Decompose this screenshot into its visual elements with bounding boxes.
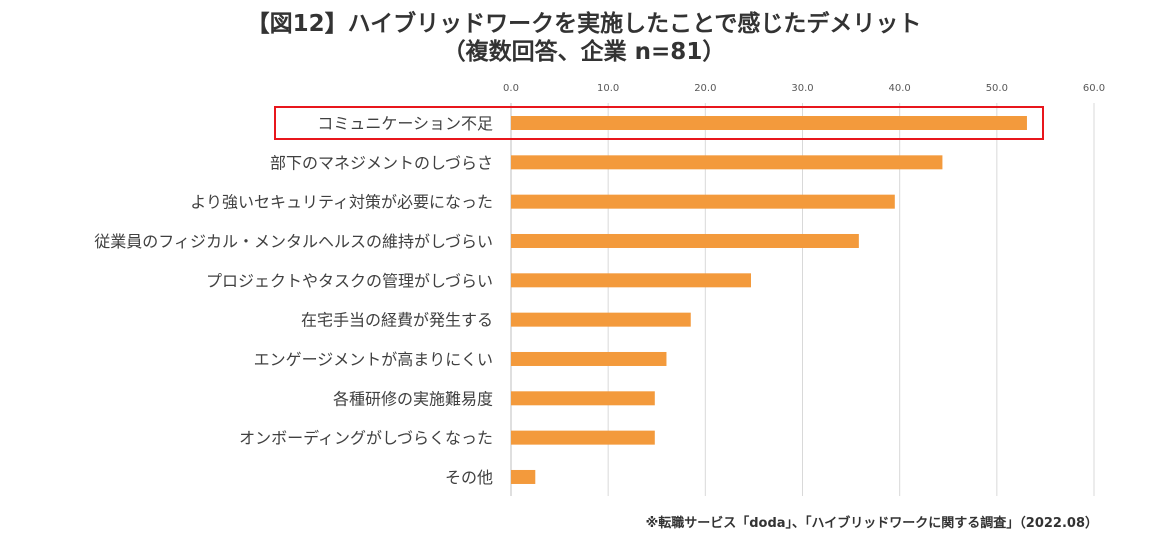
category-label: オンボーディングがしづらくなった — [239, 429, 493, 448]
highlight-box — [274, 106, 1044, 140]
category-label: エンゲージメントが高まりにくい — [254, 350, 493, 369]
x-tick-label: 40.0 — [889, 83, 911, 94]
bar — [511, 391, 655, 406]
bar — [511, 469, 536, 484]
x-tick-label: 10.0 — [597, 83, 619, 94]
x-tick-label: 30.0 — [791, 83, 813, 94]
category-label: プロジェクトやタスクの管理がしづらい — [206, 271, 493, 290]
category-label: 部下のマネジメントのしづらさ — [270, 153, 493, 172]
bar — [511, 155, 943, 170]
x-tick-label: 0.0 — [503, 83, 519, 94]
category-label: より強いセキュリティ対策が必要になった — [190, 193, 493, 212]
bar — [511, 116, 1027, 130]
x-tick-label: 20.0 — [694, 83, 716, 94]
category-label: 在宅手当の経費が発生する — [301, 311, 493, 330]
bar — [511, 351, 667, 366]
category-label: 各種研修の実施難易度 — [333, 389, 493, 408]
bar — [511, 273, 752, 288]
chart-title: 【図12】ハイブリッドワークを実施したことで感じたデメリット — [246, 11, 922, 37]
category-label: その他 — [445, 468, 493, 487]
source-note: ※転職サービス「doda」、「ハイブリッドワークに関する調査」（2022.08） — [645, 516, 1098, 531]
bar — [511, 233, 859, 248]
bar — [511, 312, 691, 327]
chart-subtitle: （複数回答、企業 n=81） — [442, 39, 726, 65]
bar — [511, 194, 895, 209]
category-label: 従業員のフィジカル・メンタルヘルスの維持がしづらい — [94, 232, 493, 251]
category-label: コミュニケーション不足 — [317, 114, 493, 133]
x-tick-label: 60.0 — [1083, 83, 1105, 94]
x-tick-label: 50.0 — [986, 83, 1008, 94]
bar — [511, 430, 655, 445]
